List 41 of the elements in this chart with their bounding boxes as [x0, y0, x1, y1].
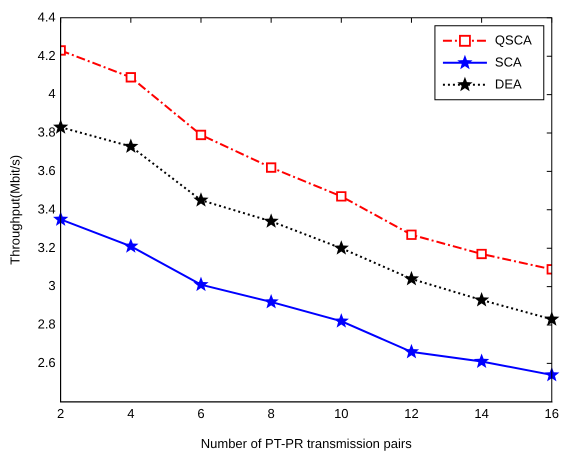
y-tick-label: 3 — [48, 278, 56, 294]
y-tick-label: 2.6 — [38, 354, 56, 370]
point — [404, 270, 420, 286]
legend-label: SCA — [494, 54, 522, 70]
point — [196, 130, 206, 140]
point — [474, 292, 490, 307]
y-tick-label: 3.6 — [38, 162, 56, 178]
point — [404, 344, 420, 358]
legend-label: QSCA — [494, 32, 532, 48]
y-tick-label: 4.2 — [38, 48, 56, 63]
point — [474, 353, 490, 368]
point — [264, 294, 279, 308]
point — [476, 248, 487, 260]
x-tick-label: 12 — [404, 406, 419, 422]
y-axis-title: Throughput(Mbit/s) — [7, 154, 22, 265]
y-tick-label: 3.4 — [38, 201, 56, 216]
y-tick-label: 4 — [48, 86, 56, 102]
point — [123, 138, 138, 153]
point — [126, 72, 136, 82]
y-tick-label: 2.8 — [38, 316, 56, 332]
x-tick-label: 2 — [57, 406, 64, 422]
point — [193, 192, 209, 207]
x-tick-label: 6 — [197, 406, 205, 422]
y-tick-label: 4.4 — [38, 9, 56, 24]
x-tick-label: 14 — [474, 406, 489, 422]
point — [266, 162, 276, 173]
point — [336, 191, 346, 202]
x-axis-title: Number of PT-PR transmission pairs — [200, 436, 412, 451]
point — [406, 230, 417, 240]
point — [264, 213, 279, 228]
point — [334, 313, 349, 328]
x-tick-label: 10 — [334, 406, 349, 422]
x-tick-label: 16 — [544, 406, 560, 422]
point — [334, 240, 349, 255]
y-tick-label: 3.8 — [38, 124, 56, 140]
x-tick-label: 4 — [127, 406, 134, 422]
point — [123, 238, 138, 253]
y-tick-label: 3.2 — [38, 240, 56, 255]
point — [193, 276, 209, 292]
legend-label: DEA — [494, 76, 522, 92]
x-tick-label: 8 — [268, 406, 275, 422]
